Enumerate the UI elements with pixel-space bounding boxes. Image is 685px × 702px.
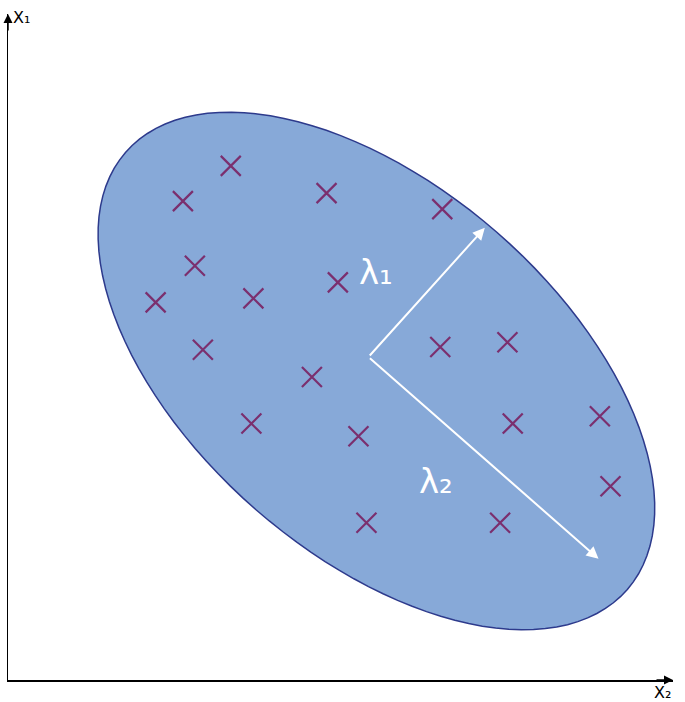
svg-text:λ₁: λ₁ [359, 252, 393, 292]
svg-text:λ₂: λ₂ [419, 461, 453, 501]
svg-text:X₁: X₁ [13, 8, 30, 27]
svg-text:X₂: X₂ [654, 683, 671, 702]
